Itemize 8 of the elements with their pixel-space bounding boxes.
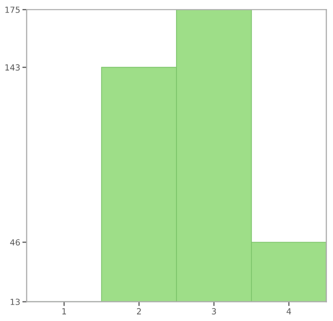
- x-tick-label: 1: [62, 308, 66, 314]
- y-tick-label: 175: [5, 6, 20, 13]
- x-tick-label: 4: [286, 308, 292, 314]
- y-tick-label: 46: [10, 239, 20, 246]
- x-tick-label: 2: [136, 308, 141, 314]
- y-tick-label: 143: [5, 64, 20, 71]
- x-tick-label: 3: [212, 308, 216, 314]
- y-tick-label: 13: [10, 298, 20, 306]
